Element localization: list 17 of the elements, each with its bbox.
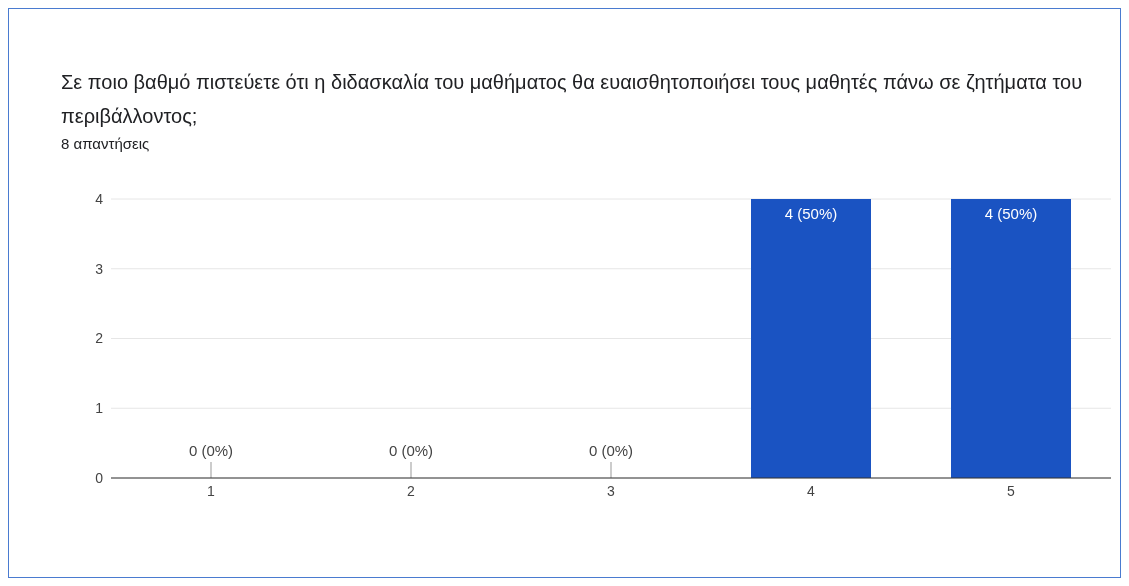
chart-title: Σε ποιο βαθμό πιστεύετε ότι η διδασκαλία του μαθήματος θα ευαισθητοποιήσει τους μαθητές πάνω σε ζητήματα του περιβάλλοντος; <box>61 70 1084 129</box>
data-label: 0 (0%) <box>188 442 234 459</box>
chart-subtitle: 8 απαντήσεις <box>61 135 150 152</box>
data-label: 4 (50%) <box>784 205 838 222</box>
x-tick-label: 1 <box>207 482 216 499</box>
y-tick-label: 3 <box>95 260 104 277</box>
data-label: 0 (0%) <box>588 442 634 459</box>
y-tick-label: 0 <box>95 469 104 486</box>
data-label: 4 (50%) <box>984 205 1038 222</box>
x-tick-label: 5 <box>1007 482 1016 499</box>
y-tick-label: 1 <box>95 400 104 417</box>
data-label: 0 (0%) <box>388 442 434 459</box>
x-tick-label: 4 <box>807 482 816 499</box>
y-tick-label: 4 <box>95 190 104 207</box>
x-tick-label: 3 <box>607 482 616 499</box>
y-tick-label: 2 <box>95 330 104 347</box>
x-tick-label: 2 <box>407 482 416 499</box>
